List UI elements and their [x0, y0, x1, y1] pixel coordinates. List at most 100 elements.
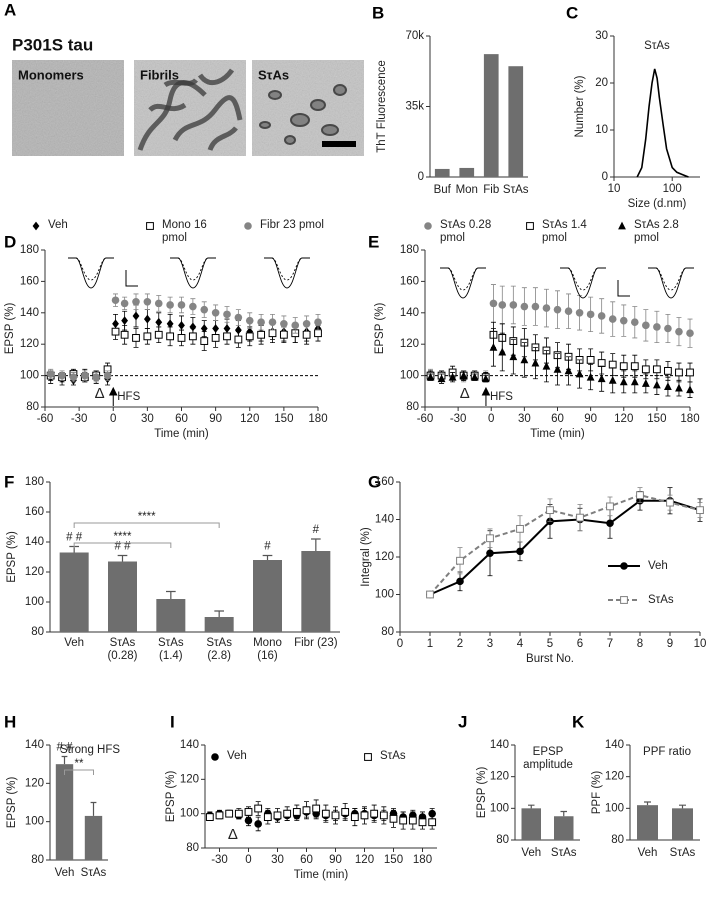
- bar: [434, 168, 450, 177]
- error-bar: [214, 610, 224, 617]
- hfs-arrow: [108, 386, 118, 406]
- fibril: [163, 78, 198, 88]
- x-tick-label: 8: [637, 638, 643, 650]
- marker: [166, 332, 175, 341]
- y-tick-label: 140: [490, 739, 509, 751]
- chart-title: EPSP amplitude: [523, 746, 573, 771]
- marker: [189, 322, 197, 332]
- marker: [531, 358, 540, 367]
- y-axis-label: EPSP (%): [4, 303, 16, 355]
- x-tick-label: -30: [450, 413, 467, 425]
- y-tick-label: 10: [595, 124, 608, 136]
- x-tick-label: 100: [663, 183, 682, 195]
- trace-scale-bar: [125, 270, 138, 287]
- marker: [200, 324, 208, 333]
- micrograph: Fibrils: [134, 60, 246, 156]
- legend-marker: [618, 221, 626, 230]
- error-bar: [117, 554, 128, 562]
- marker: [586, 356, 595, 364]
- marker: [516, 524, 524, 533]
- error-bar: [90, 801, 97, 816]
- marker: [470, 372, 479, 381]
- x-axis-label: Time (min): [530, 428, 585, 440]
- marker: [426, 590, 434, 599]
- y-tick-label: 80: [26, 401, 39, 413]
- x-tick-label: 1: [427, 638, 433, 650]
- marker: [166, 319, 174, 329]
- legend-label-box: SτAs 0.28 pmol: [440, 219, 491, 244]
- marker: [428, 818, 437, 827]
- marker: [120, 330, 129, 339]
- x-tick-label: 120: [614, 413, 633, 425]
- y-axis-label: Integral (%): [360, 527, 372, 587]
- oligomer: [259, 121, 271, 129]
- marker: [234, 335, 243, 344]
- scale-bar: [322, 141, 356, 147]
- x-axis-label: Time (min): [154, 428, 209, 440]
- trace-inset: [560, 267, 606, 299]
- significance-bracket: [64, 769, 94, 775]
- line: [429, 499, 701, 596]
- x-tick-label: 0: [110, 413, 116, 425]
- marker: [283, 809, 292, 818]
- marker: [597, 374, 606, 383]
- marker: [653, 323, 661, 331]
- marker: [606, 519, 614, 528]
- legend-label-box: Fibr 23 pmol: [260, 219, 324, 231]
- chart-title: SτAs: [644, 40, 670, 52]
- significance-mark: #: [264, 541, 271, 553]
- x-tick-label: 0: [488, 413, 494, 425]
- marker: [291, 321, 300, 330]
- y-tick-label: 140: [400, 307, 419, 319]
- marker: [215, 811, 224, 820]
- panel-label: H: [4, 712, 16, 731]
- trace-inset: [170, 257, 216, 289]
- x-tick-label: 180: [413, 854, 432, 866]
- y-tick-label: 120: [490, 771, 509, 783]
- micrograph: Monomers: [12, 60, 124, 156]
- micrograph: SτAs: [252, 60, 364, 156]
- bar: [301, 551, 331, 632]
- panel-label: E: [368, 232, 379, 251]
- x-tick-label: 60: [551, 413, 564, 425]
- error-bar: [262, 554, 273, 560]
- trace-inset: [170, 257, 216, 281]
- marker: [553, 305, 562, 314]
- marker: [280, 319, 288, 328]
- x-tick-label: 150: [384, 854, 403, 866]
- x-tick-label: Veh: [638, 847, 658, 859]
- x-tick-label: Buf: [434, 184, 452, 196]
- marker: [244, 816, 253, 825]
- bar: [459, 167, 475, 177]
- x-tick-label: SτAs (0.28): [107, 637, 138, 662]
- x-tick-label-box: SτAs (1.4): [158, 637, 184, 662]
- y-tick-label: 140: [180, 739, 199, 751]
- marker: [132, 311, 140, 321]
- marker: [154, 299, 163, 308]
- legend-marker: [526, 222, 534, 230]
- fibril: [172, 95, 243, 142]
- marker: [132, 298, 140, 306]
- marker: [408, 816, 417, 825]
- y-tick-label: 30: [595, 30, 608, 42]
- marker: [312, 804, 321, 813]
- marker: [459, 371, 468, 379]
- trace-inset: [440, 267, 486, 291]
- y-tick-label: 180: [400, 244, 419, 256]
- marker: [481, 374, 490, 383]
- legend-label: Veh: [48, 219, 68, 231]
- bar: [59, 552, 89, 632]
- marker: [223, 310, 231, 319]
- bar: [55, 764, 74, 860]
- marker: [257, 318, 265, 327]
- hfs-arrow: [481, 386, 491, 406]
- panel-label: A: [4, 0, 16, 19]
- marker: [120, 299, 129, 308]
- trace-inset: [440, 267, 486, 299]
- legend-marker: [620, 596, 628, 604]
- x-tick-label: 60: [300, 854, 313, 866]
- y-axis-label: PPF (%): [591, 771, 603, 815]
- marker: [498, 347, 507, 356]
- y-tick-label: 120: [180, 773, 199, 785]
- marker: [205, 813, 214, 822]
